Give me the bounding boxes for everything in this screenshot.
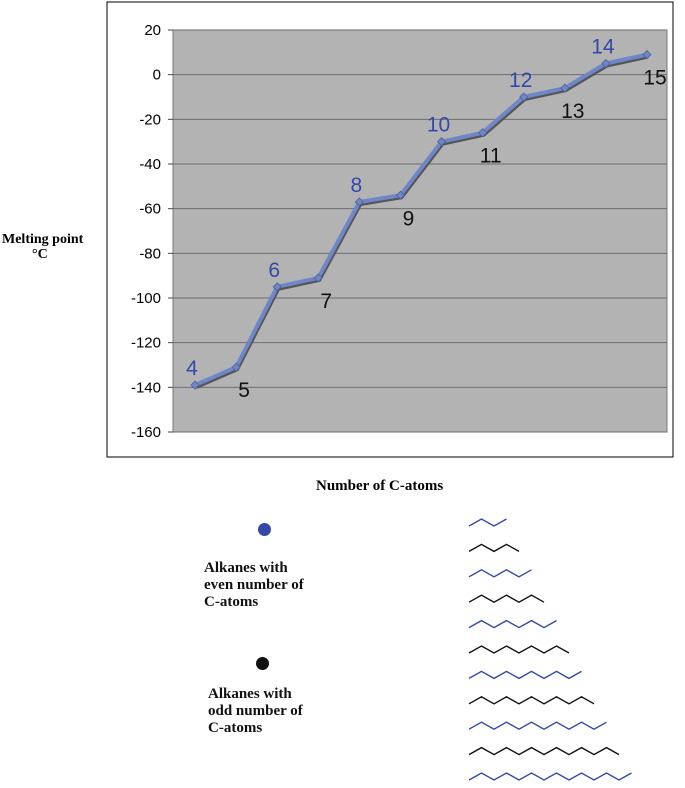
- alkane-chain: [468, 518, 507, 527]
- y-axis-label: Melting point °C: [2, 232, 112, 262]
- data-point: [272, 282, 282, 292]
- data-point: [395, 190, 406, 200]
- x-axis-label: Number of C-atoms: [316, 478, 444, 494]
- data-point: [231, 362, 241, 372]
- alkane-chain: [468, 746, 620, 756]
- y-tick-label: -120: [131, 335, 161, 352]
- legend-odd-line: C-atoms: [208, 720, 263, 736]
- point-label: 6: [268, 259, 280, 282]
- data-point: [313, 273, 323, 283]
- data-point: [478, 128, 488, 138]
- data-point: [642, 50, 652, 60]
- legend-odd-line: Alkanes with: [208, 686, 292, 702]
- point-label: 5: [238, 379, 250, 402]
- point-label: 8: [351, 174, 363, 197]
- y-tick-label: -100: [131, 290, 161, 307]
- alkane-chain: [468, 721, 607, 731]
- data-point: [436, 137, 447, 147]
- data-point: [601, 58, 611, 69]
- alkane-chain: [468, 645, 570, 654]
- data-point: [519, 92, 529, 102]
- point-label: 14: [591, 36, 615, 59]
- legend-odd-dot: [256, 657, 269, 670]
- legend-even-line: C-atoms: [204, 594, 259, 610]
- y-tick-label: -20: [139, 111, 161, 128]
- alkane-chain: [468, 695, 595, 705]
- y-axis-title: Melting point: [2, 232, 84, 247]
- point-label: 13: [561, 100, 584, 123]
- legend-odd-label: Alkanes with odd number of C-atoms: [208, 686, 303, 737]
- alkane-chain: [468, 772, 632, 781]
- y-tick-label: -80: [139, 245, 161, 262]
- alkane-chain: [468, 543, 520, 553]
- point-label: 9: [403, 207, 415, 230]
- data-point: [560, 83, 570, 93]
- y-axis-unit: °C: [32, 247, 48, 262]
- legend-odd-line: odd number of: [208, 703, 303, 719]
- series-line: [194, 52, 648, 387]
- y-tick-label: -140: [131, 379, 161, 396]
- y-tick-label: 0: [153, 67, 161, 84]
- legend-even-label: Alkanes with even number of C-atoms: [204, 560, 304, 611]
- y-tick-label: -160: [131, 424, 161, 441]
- point-label: 15: [643, 67, 666, 90]
- point-label: 4: [186, 357, 198, 380]
- plot-area: [172, 29, 668, 433]
- y-tick-label: 20: [144, 22, 161, 39]
- point-label: 11: [480, 145, 502, 168]
- alkane-chain: [468, 670, 582, 680]
- point-label: 10: [427, 114, 450, 137]
- data-point: [190, 380, 200, 390]
- melting-point-chart: 20 0 -20 -40 -60 -80 -100 -120 -140 -160 4 5 6 7 8 9 10…: [106, 1, 674, 458]
- alkane-chain: [468, 568, 532, 578]
- point-label: 12: [509, 69, 532, 92]
- y-tick-label: -60: [139, 201, 161, 218]
- legend-even-line: Alkanes with: [204, 560, 288, 576]
- y-tick-label: -40: [139, 156, 161, 173]
- legend-even-line: even number of: [204, 577, 304, 593]
- point-label: 7: [320, 290, 332, 313]
- data-point: [354, 197, 364, 207]
- legend-even-dot: [258, 523, 271, 536]
- alkane-chain: [468, 619, 557, 629]
- alkane-chain: [468, 594, 545, 604]
